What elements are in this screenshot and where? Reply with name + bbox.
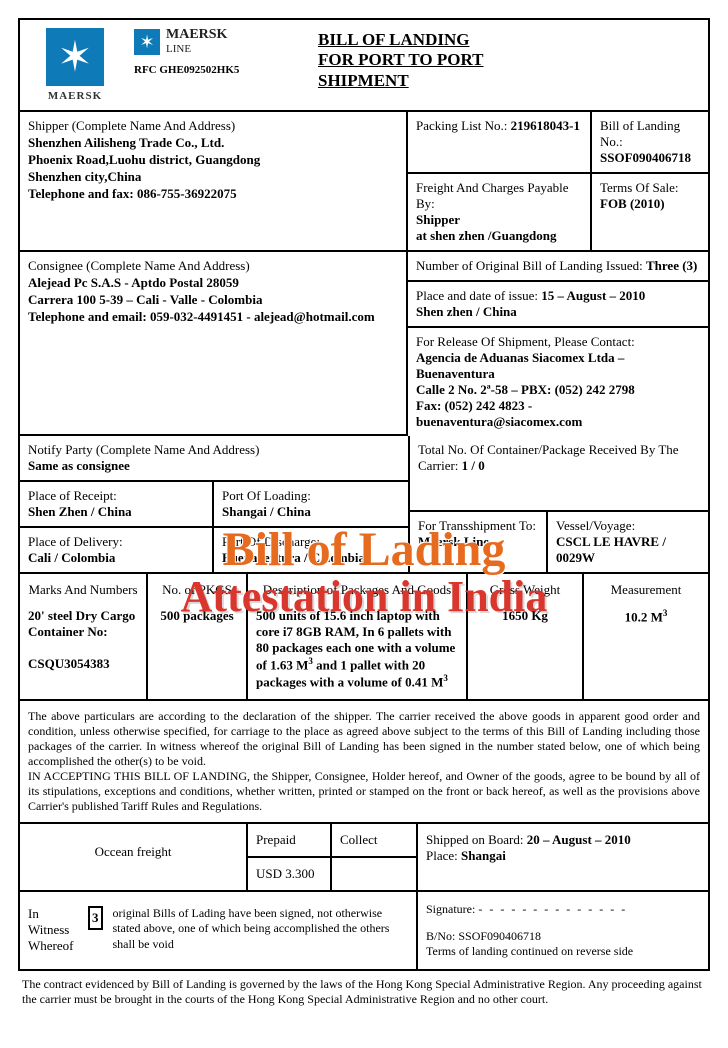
weight-column: Gross Weight 1650 Kg (468, 574, 584, 699)
port-loading: Port Of Loading:Shangai / China (214, 482, 408, 526)
maersk-logo-primary: ✶ MAERSK (20, 20, 130, 110)
prepaid-header: Prepaid (248, 824, 332, 856)
prepaid-value: USD 3.300 (248, 858, 332, 890)
payment-section: Occean freight PrepaidCollect USD 3.300 … (20, 824, 708, 892)
terms-of-sale: FOB (2010) (600, 196, 700, 212)
routing-section: Notify Party (Complete Name And Address)… (20, 436, 708, 574)
witness-section: In Witness Whereof 3 original Bills of L… (20, 892, 708, 969)
bol-number: SSOF090406718 (600, 150, 700, 166)
ocean-freight: Occean freight (20, 824, 248, 890)
star-icon: ✶ (57, 32, 92, 82)
shipper-label: Shipper (Complete Name And Address) (28, 118, 398, 135)
port-discharge: Port Of Discharge:Buenaventura / Colombi… (214, 528, 408, 572)
pkgs-column: No. of PKGS 500 packages (148, 574, 248, 699)
cargo-table: Marks And Numbers 20' steel Dry Cargo Co… (20, 574, 708, 701)
place-date-issue: Place and date of issue: 15 – August – 2… (408, 282, 708, 328)
rfc-code: RFC GHE092502HK5 (134, 64, 306, 76)
shipper-section: Shipper (Complete Name And Address) Shen… (20, 112, 708, 252)
place-receipt: Place of Receipt:Shen Zhen / China (20, 482, 214, 526)
signature-line: Signature: - - - - - - - - - - - - - - (426, 902, 700, 917)
b-number: SSOF090406718 (458, 929, 541, 943)
place-delivery: Place of Delivery:Cali / Colombia (20, 528, 214, 572)
transshipment: For Transshipment To: Maersk Line (410, 512, 548, 572)
maersk-line-logo: ✶ MAERSKLINE RFC GHE092502HK5 (130, 20, 310, 110)
document-title: BILL OF LANDINGFOR PORT TO PORTSHIPMENT (310, 20, 708, 110)
star-icon: ✶ (139, 32, 154, 53)
marks-column: Marks And Numbers 20' steel Dry Cargo Co… (20, 574, 148, 699)
release-contact: For Release Of Shipment, Please Contact:… (408, 328, 708, 436)
bill-of-lading-document: ✶ MAERSK ✶ MAERSKLINE RFC GHE092502HK5 B… (18, 18, 710, 971)
measurement-column: Measurement 10.2 M3 (584, 574, 708, 699)
witness-text: original Bills of Lading have been signe… (113, 906, 408, 953)
packing-list-no: 219618043-1 (511, 118, 580, 133)
header: ✶ MAERSK ✶ MAERSKLINE RFC GHE092502HK5 B… (20, 20, 708, 112)
description-column: Description of Packages And Goods 500 un… (248, 574, 468, 699)
shipper-name: Shenzhen Ailisheng Trade Co., Ltd. (28, 135, 398, 152)
logo-text: MAERSK (28, 90, 122, 102)
vessel-voyage: Vessel/Voyage:CSCL LE HAVRE / 0029W (548, 512, 708, 572)
shipped-on-board: Shipped on Board: 20 – August – 2010 Pla… (418, 824, 708, 890)
footer-text: The contract evidenced by Bill of Landin… (18, 971, 710, 1014)
collect-header: Collect (332, 824, 416, 856)
notify-party: Notify Party (Complete Name And Address)… (20, 436, 408, 480)
witness-label: In Witness Whereof (28, 906, 78, 954)
num-originals: Number of Original Bill of Landing Issue… (408, 252, 708, 282)
total-containers: Total No. Of Container/Package Received … (410, 436, 708, 512)
terms-text: The above particulars are according to t… (20, 701, 708, 824)
consignee-section: Consignee (Complete Name And Address) Al… (20, 252, 708, 436)
reverse-note: Terms of landing continued on reverse si… (426, 944, 700, 959)
originals-count: 3 (88, 906, 103, 930)
